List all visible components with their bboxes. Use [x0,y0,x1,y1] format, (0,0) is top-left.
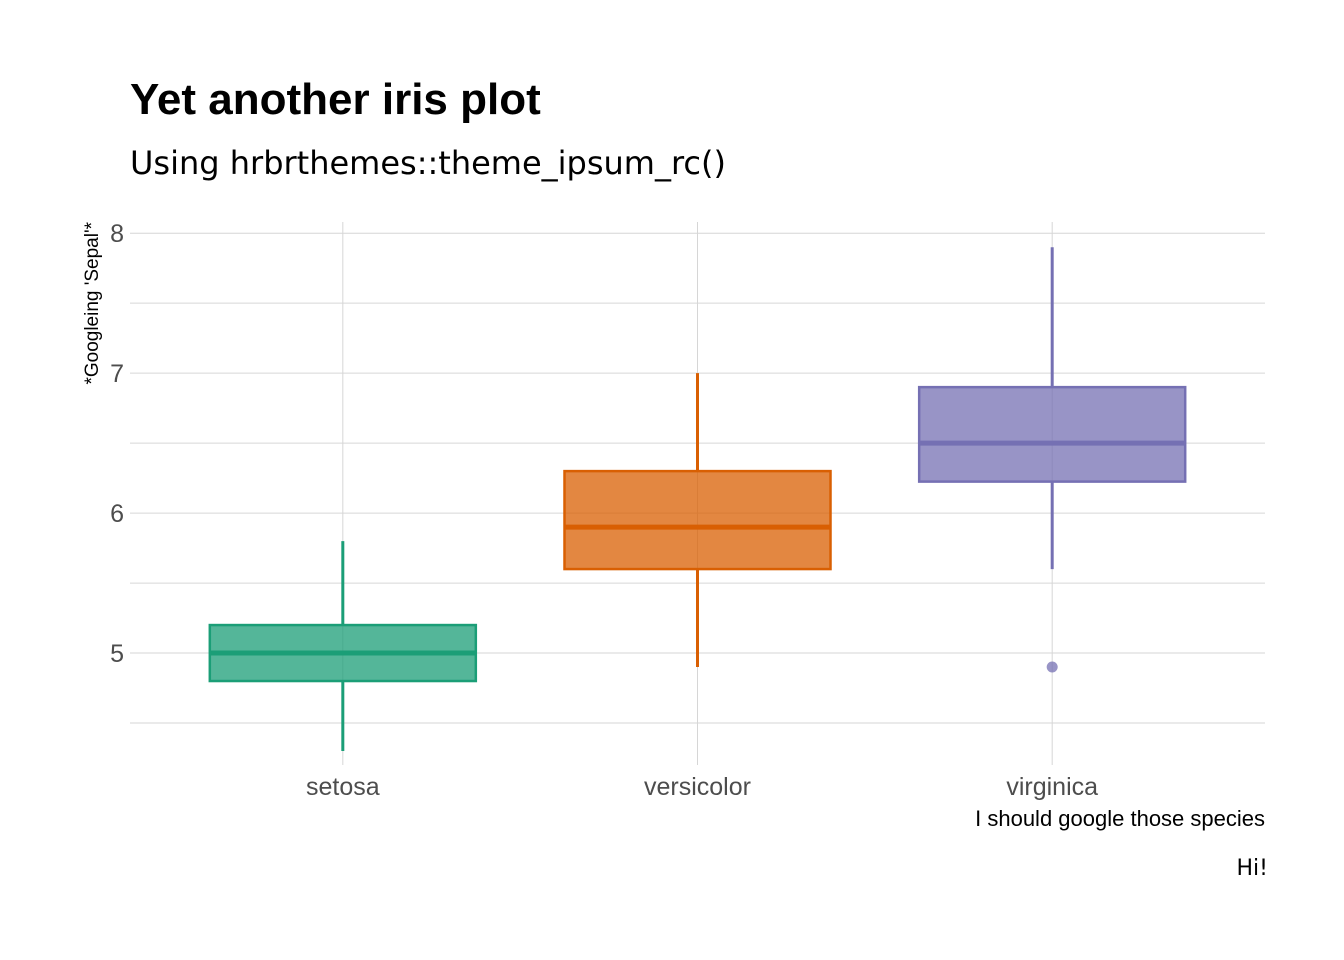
box-iqr-virginica [917,385,1187,483]
boxes [208,247,1187,752]
chart-title: Yet another iris plot [130,75,541,124]
x-tick-label-virginica: virginica [1006,773,1098,801]
box-setosa [208,541,478,752]
y-tick-label: 6 [110,500,124,528]
chart-subtitle: Using hrbrthemes::theme_ipsum_rc() [130,144,726,182]
y-tick-label: 8 [110,220,124,248]
x-tick-label-setosa: setosa [306,773,380,801]
y-tick-label: 7 [110,360,124,388]
caption: Hi! [1237,856,1268,881]
box-iqr-versicolor [563,469,832,571]
y-axis-label: *Googleing 'Sepal'* [82,221,103,384]
y-tick-label: 5 [110,640,124,668]
box-versicolor [563,373,832,668]
x-tick-label-versicolor: versicolor [644,773,751,801]
box-virginica [917,247,1187,673]
tick-labels: 5 6 7 8 setosa versicolor virginica [110,220,1098,801]
x-axis-label: I should google those species [975,806,1265,831]
outlier-point-virginica [1046,661,1058,673]
